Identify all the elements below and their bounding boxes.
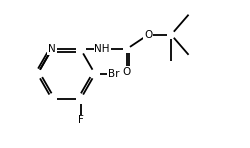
Text: F: F <box>78 115 84 126</box>
Text: N: N <box>48 44 56 54</box>
Text: NH: NH <box>94 44 110 54</box>
Text: Br: Br <box>108 69 120 79</box>
Text: O: O <box>122 67 131 77</box>
Text: O: O <box>144 30 152 40</box>
